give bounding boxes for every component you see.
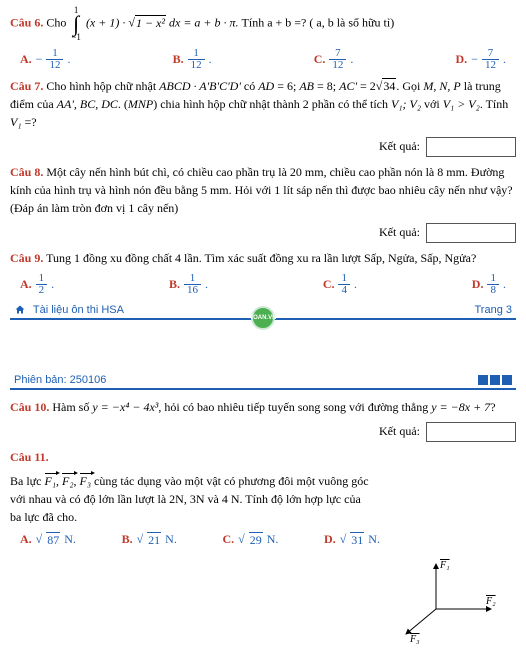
q9-body: Tung 1 đồng xu đồng chất 4 lần. Tìm xác …	[46, 251, 476, 265]
q9-opt-d[interactable]: D. 18.	[472, 273, 506, 296]
q6-opt-b[interactable]: B. 112.	[173, 48, 212, 71]
q11-opt-a[interactable]: A.√87 N.	[20, 532, 76, 548]
q8-answer-box[interactable]	[426, 223, 516, 243]
question-8: Câu 8. Một cây nến hình bút chì, có chiề…	[10, 163, 516, 217]
footer-right: Trang 3	[474, 304, 512, 316]
ketqua-label: Kết quả:	[379, 139, 420, 154]
q6-options: A. − 112. B. 112. C. 712. D. − 712.	[20, 48, 506, 71]
q9-label: Câu 9.	[10, 251, 43, 265]
force-diagram: F₁ F₂ F₃	[386, 554, 506, 644]
ketqua-label: Kết quả:	[379, 225, 420, 240]
header-squares-icon	[478, 375, 512, 385]
q8-body: Một cây nến hình bút chì, có chiều cao p…	[10, 165, 513, 215]
home-icon	[14, 304, 26, 316]
q10-result: Kết quả:	[10, 422, 516, 442]
question-6: Câu 6. Cho 1 ∫ −1 (x + 1) · √1 − x² dx =…	[10, 6, 516, 42]
svg-text:F₃: F₃	[409, 634, 420, 644]
q9-opt-b[interactable]: B. 116.	[169, 273, 208, 296]
q9-opt-a[interactable]: A. 12.	[20, 273, 54, 296]
q7-answer-box[interactable]	[426, 137, 516, 157]
q6-opt-d[interactable]: D. − 712.	[456, 48, 506, 71]
q11-opt-d[interactable]: D.√31 N.	[324, 532, 380, 548]
q9-opt-c[interactable]: C. 14.	[323, 273, 357, 296]
version-bar: Phiên bản: 250106	[10, 372, 516, 390]
q11-opt-c[interactable]: C.√29 N.	[222, 532, 278, 548]
q6-pre: Cho	[46, 16, 69, 30]
q10-label: Câu 10.	[10, 400, 49, 414]
question-11: Câu 11. Ba lực F₁, F₂, F₃ cùng tác dụng …	[10, 448, 516, 558]
q6-tail: Tính a + b =? ( a, b là số hữu tỉ)	[242, 16, 395, 30]
q6-label: Câu 6.	[10, 16, 43, 30]
q8-label: Câu 8.	[10, 165, 43, 179]
q7-body: Cho hình hộp chữ nhật ABCD · A'B'C'D' có…	[10, 78, 508, 129]
q7-label: Câu 7.	[10, 79, 43, 93]
sign: −	[471, 52, 478, 67]
q10-answer-box[interactable]	[426, 422, 516, 442]
integral-symbol: 1 ∫ −1	[71, 6, 81, 42]
page-footer: Tài liệu ôn thi HSA Trang 3 TOAN.VN	[10, 302, 516, 320]
q7-result: Kết quả:	[10, 137, 516, 157]
q9-options: A. 12. B. 116. C. 14. D. 18.	[20, 273, 506, 296]
question-7: Câu 7. Cho hình hộp chữ nhật ABCD · A'B'…	[10, 77, 516, 131]
q11-label: Câu 11.	[10, 450, 49, 464]
q8-result: Kết quả:	[10, 223, 516, 243]
svg-text:F₂: F₂	[485, 596, 496, 607]
q11-body: Ba lực F₁, F₂, F₃ cùng tác dụng vào một …	[10, 474, 369, 524]
ketqua-label: Kết quả:	[379, 424, 420, 439]
q10-body: Hàm số y = −x⁴ − 4x³, hỏi có bao nhiêu t…	[52, 400, 495, 414]
sign: −	[36, 52, 43, 67]
svg-text:F₁: F₁	[439, 560, 450, 571]
question-10: Câu 10. Hàm số y = −x⁴ − 4x³, hỏi có bao…	[10, 398, 516, 416]
footer-left: Tài liệu ôn thi HSA	[14, 304, 124, 316]
question-9: Câu 9. Tung 1 đồng xu đồng chất 4 lần. T…	[10, 249, 516, 267]
q6-opt-a[interactable]: A. − 112.	[20, 48, 70, 71]
int-lower: −1	[71, 33, 81, 42]
q11-opt-b[interactable]: B.√21 N.	[122, 532, 177, 548]
version-text: Phiên bản: 250106	[14, 374, 106, 386]
q6-integrand: (x + 1) · √1 − x² dx = a + b · π.	[86, 15, 239, 30]
logo-badge: TOAN.VN	[251, 306, 275, 330]
q6-opt-c[interactable]: C. 712.	[314, 48, 354, 71]
q11-options: A.√87 N. B.√21 N. C.√29 N. D.√31 N.	[20, 532, 380, 548]
